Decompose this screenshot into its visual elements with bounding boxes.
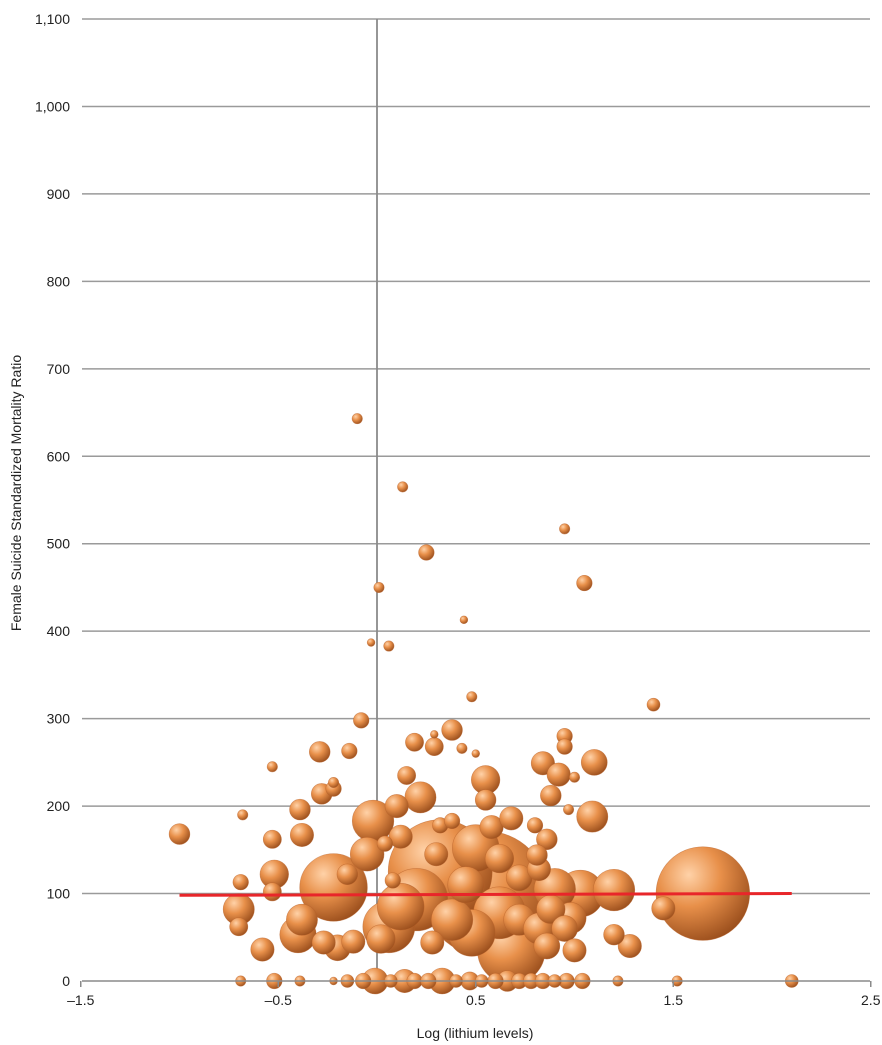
data-point bbox=[405, 732, 424, 752]
data-point bbox=[526, 844, 548, 866]
data-point bbox=[576, 574, 593, 592]
y-tick-label: 600 bbox=[47, 448, 71, 464]
data-point bbox=[266, 761, 278, 773]
data-point bbox=[262, 829, 282, 849]
data-point bbox=[286, 903, 318, 936]
data-point bbox=[168, 823, 191, 845]
data-point bbox=[424, 842, 449, 867]
data-point bbox=[349, 836, 385, 872]
y-tick-label: 1,000 bbox=[35, 98, 70, 114]
data-point bbox=[526, 817, 544, 834]
data-point bbox=[328, 776, 340, 788]
data-point bbox=[533, 932, 561, 960]
x-tick-label: –1.5 bbox=[67, 992, 94, 1008]
y-tick-label: 900 bbox=[47, 186, 71, 202]
data-point bbox=[311, 930, 336, 955]
data-point bbox=[546, 762, 571, 787]
data-point bbox=[484, 843, 515, 874]
data-point bbox=[447, 866, 485, 904]
data-point bbox=[373, 581, 385, 593]
data-point bbox=[237, 809, 249, 821]
data-point bbox=[384, 872, 401, 889]
data-point bbox=[377, 882, 425, 931]
data-point bbox=[592, 868, 636, 912]
data-point bbox=[443, 812, 461, 830]
data-point bbox=[540, 784, 562, 807]
data-point bbox=[562, 938, 587, 963]
y-tick-label: 1,100 bbox=[35, 11, 70, 27]
data-point bbox=[424, 737, 444, 757]
data-point bbox=[420, 930, 445, 955]
y-tick-label: 500 bbox=[47, 536, 71, 552]
data-point bbox=[568, 771, 580, 783]
data-point bbox=[471, 749, 480, 758]
data-point bbox=[617, 934, 642, 959]
data-point bbox=[250, 937, 275, 962]
x-tick-label: 1.5 bbox=[664, 992, 684, 1008]
data-point bbox=[459, 615, 469, 625]
x-tick-label: –0.5 bbox=[265, 992, 292, 1008]
y-tick-label: 300 bbox=[47, 711, 71, 727]
data-point bbox=[646, 697, 661, 712]
data-point bbox=[536, 828, 558, 851]
fit-line-layer bbox=[179, 892, 792, 897]
x-axis-title: Log (lithium levels) bbox=[417, 1025, 534, 1041]
data-point bbox=[418, 544, 435, 561]
data-point bbox=[430, 730, 439, 739]
y-axis-title: Female Suicide Standardized Mortality Ra… bbox=[8, 355, 24, 631]
data-point bbox=[404, 781, 437, 814]
data-point bbox=[397, 766, 417, 785]
data-point bbox=[229, 917, 249, 937]
data-point bbox=[353, 712, 370, 729]
data-point bbox=[388, 824, 413, 849]
y-tick-label: 700 bbox=[47, 361, 71, 377]
data-point bbox=[336, 863, 359, 886]
x-tick-label: 2.5 bbox=[861, 992, 881, 1008]
data-point bbox=[366, 924, 396, 954]
y-tick-label: 800 bbox=[47, 273, 71, 289]
data-point bbox=[383, 640, 395, 652]
x-tick-label: 0.5 bbox=[466, 992, 486, 1008]
data-point bbox=[397, 481, 409, 493]
y-tick-label: 100 bbox=[47, 886, 71, 902]
data-point bbox=[430, 898, 474, 941]
y-tick-label: 200 bbox=[47, 798, 71, 814]
gridlines bbox=[82, 18, 870, 981]
data-point bbox=[551, 915, 578, 942]
data-point bbox=[563, 804, 575, 816]
data-point bbox=[580, 749, 608, 776]
y-tick-label: 0 bbox=[62, 973, 70, 989]
data-point bbox=[603, 923, 625, 946]
data-point bbox=[289, 822, 314, 847]
data-points bbox=[168, 413, 799, 995]
data-point bbox=[351, 413, 363, 425]
y-tick-label: 400 bbox=[47, 623, 71, 639]
data-point bbox=[376, 835, 394, 852]
data-point bbox=[576, 800, 609, 833]
data-point bbox=[232, 874, 249, 891]
data-point bbox=[309, 741, 331, 763]
data-point bbox=[559, 523, 571, 535]
data-point bbox=[466, 691, 478, 703]
data-point bbox=[341, 929, 366, 954]
data-point bbox=[289, 798, 311, 821]
data-point bbox=[651, 896, 676, 921]
data-point bbox=[341, 742, 358, 760]
data-point bbox=[262, 882, 282, 902]
data-point bbox=[556, 738, 573, 755]
axes: 0 100 200 300 400 500 600 700 800 900 1,000 1,100 –1… bbox=[35, 11, 881, 1008]
fit-line bbox=[179, 892, 792, 897]
data-point bbox=[474, 789, 497, 811]
data-point bbox=[384, 794, 409, 819]
data-point bbox=[366, 638, 376, 647]
data-point bbox=[499, 806, 524, 831]
data-point bbox=[456, 742, 468, 754]
data-point bbox=[441, 719, 463, 741]
